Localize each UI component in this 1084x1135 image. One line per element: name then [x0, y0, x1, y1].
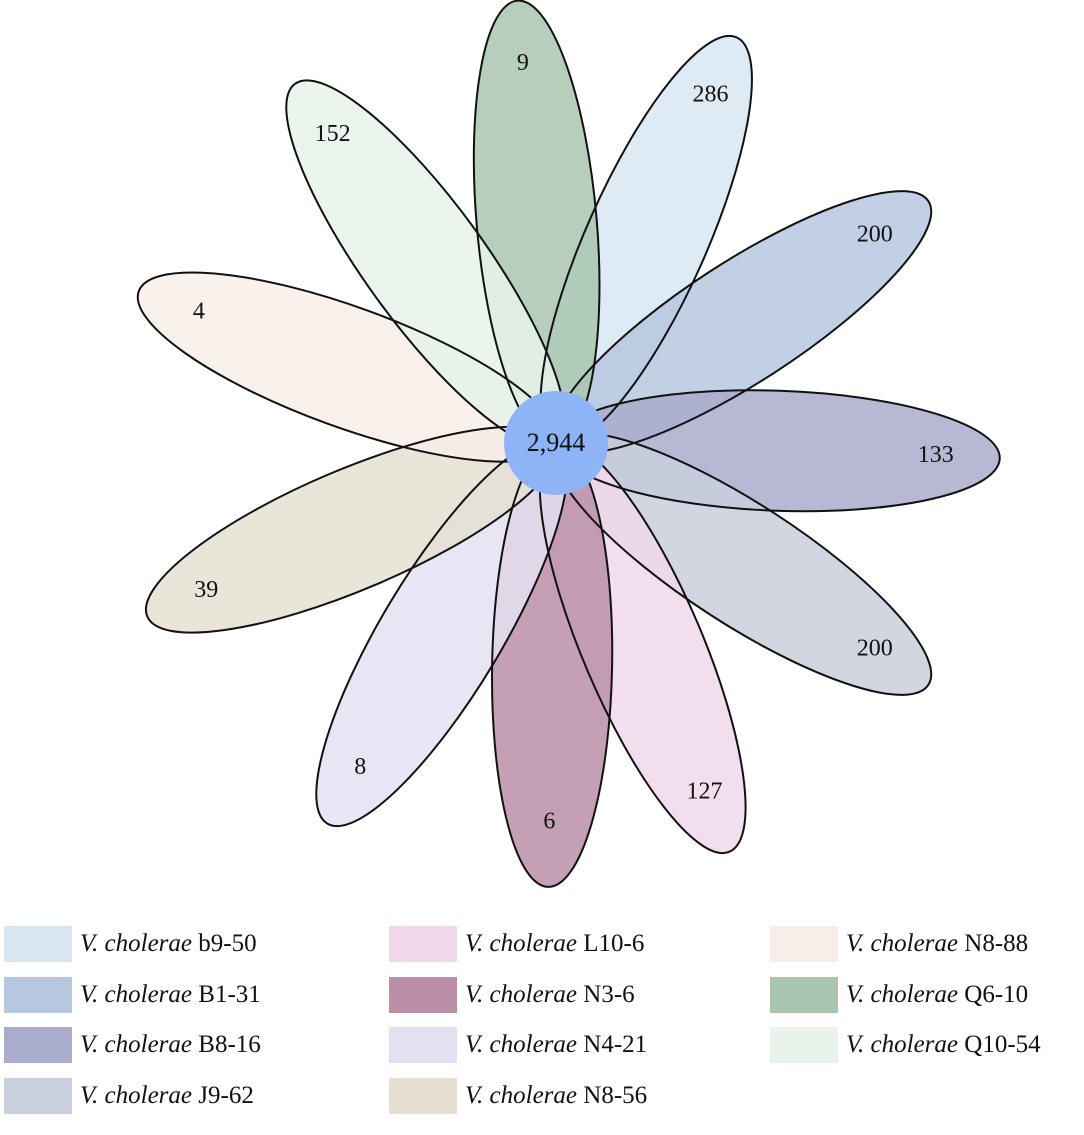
petal-Q10-54 [286, 80, 565, 447]
legend-swatch [389, 926, 457, 962]
legend-strain: N8-88 [964, 930, 1029, 957]
legend-strain: Q6-10 [964, 981, 1029, 1008]
petal-labels: 286 200 133 200 127 6 8 39 4 9 152 [193, 50, 954, 835]
legend-species: V. cholerae [846, 981, 959, 1008]
legend-swatch [389, 1078, 457, 1114]
petal-count-B1-31: 200 [857, 222, 893, 248]
legend-species: V. cholerae [465, 930, 578, 957]
legend-label: V. cholerae N8-56 [465, 1082, 647, 1110]
legend-species: V. cholerae [465, 1082, 578, 1109]
legend-item-L10-6: V. cholerae L10-6 [389, 925, 644, 963]
legend-strain: N3-6 [583, 981, 635, 1008]
legend-species: V. cholerae [846, 930, 959, 957]
legend-label: V. cholerae N8-88 [846, 930, 1028, 958]
petal-count-Q10-54: 152 [315, 121, 351, 147]
legend-species: V. cholerae [80, 1031, 193, 1058]
legend-strain: L10-6 [583, 930, 645, 957]
legend-swatch [4, 926, 72, 962]
legend-label: V. cholerae b9-50 [80, 930, 257, 958]
legend-label: V. cholerae Q6-10 [846, 981, 1028, 1009]
petal-count-b9-50: 286 [693, 81, 729, 107]
legend-swatch [389, 977, 457, 1013]
legend-swatch [770, 926, 838, 962]
legend-item-Q10-54: V. cholerae Q10-54 [770, 1026, 1041, 1064]
legend-species: V. cholerae [465, 1031, 578, 1058]
legend-label: V. cholerae N4-21 [465, 1031, 647, 1059]
petal-outlines [136, 0, 1001, 888]
legend-item-N4-21: V. cholerae N4-21 [389, 1026, 647, 1064]
legend-item-B8-16: V. cholerae B8-16 [4, 1026, 261, 1064]
legend-item-N8-56: V. cholerae N8-56 [389, 1077, 647, 1115]
legend-species: V. cholerae [846, 1031, 959, 1058]
legend-label: V. cholerae J9-62 [80, 1082, 254, 1110]
legend-species: V. cholerae [80, 981, 193, 1008]
legend-strain: Q10-54 [964, 1031, 1041, 1058]
legend-species: V. cholerae [80, 1082, 193, 1109]
legend-strain: b9-50 [198, 930, 257, 957]
legend-swatch [389, 1027, 457, 1063]
petal-count-N8-56: 39 [194, 577, 218, 603]
petal-N8-88 [137, 272, 558, 462]
legend-label: V. cholerae B8-16 [80, 1031, 261, 1059]
core-circle [504, 391, 608, 495]
legend-species: V. cholerae [465, 981, 578, 1008]
core-count: 2,944 [527, 428, 586, 457]
petal-count-N3-6: 6 [543, 808, 555, 834]
legend-swatch [4, 1027, 72, 1063]
flower-venn-diagram: 286 200 133 200 127 6 8 39 4 9 152 2,944 [136, 0, 1001, 888]
legend-strain: B1-31 [198, 981, 261, 1008]
legend-item-N8-88: V. cholerae N8-88 [770, 925, 1028, 963]
legend-swatch [770, 1027, 838, 1063]
petal-count-J9-62: 200 [857, 635, 893, 661]
legend-item-Q6-10: V. cholerae Q6-10 [770, 976, 1028, 1014]
legend-swatch [4, 1078, 72, 1114]
legend-swatch [4, 977, 72, 1013]
legend-item-B1-31: V. cholerae B1-31 [4, 976, 261, 1014]
petal-N8-56 [145, 426, 558, 633]
legend-item-J9-62: V. cholerae J9-62 [4, 1077, 254, 1115]
petal-count-B8-16: 133 [918, 442, 954, 468]
legend-strain: N8-56 [583, 1082, 648, 1109]
petal-count-N8-88: 4 [193, 299, 205, 325]
legend-item-b9-50: V. cholerae b9-50 [4, 925, 257, 963]
legend-label: V. cholerae B1-31 [80, 981, 261, 1009]
petal-J9-62 [553, 432, 932, 695]
legend-strain: B8-16 [198, 1031, 261, 1058]
petal-count-N4-21: 8 [354, 754, 366, 780]
legend-strain: J9-62 [198, 1082, 254, 1109]
legend-strain: N4-21 [583, 1031, 648, 1058]
petal-count-Q6-10: 9 [517, 50, 529, 76]
legend-item-N3-6: V. cholerae N3-6 [389, 976, 635, 1014]
petal-B1-31 [553, 191, 932, 454]
legend-label: V. cholerae N3-6 [465, 981, 635, 1009]
petal-count-L10-6: 127 [686, 778, 722, 804]
petal-shapes [137, 0, 1000, 887]
legend-swatch [770, 977, 838, 1013]
legend-species: V. cholerae [80, 930, 193, 957]
legend-label: V. cholerae L10-6 [465, 930, 644, 958]
legend-label: V. cholerae Q10-54 [846, 1031, 1041, 1059]
